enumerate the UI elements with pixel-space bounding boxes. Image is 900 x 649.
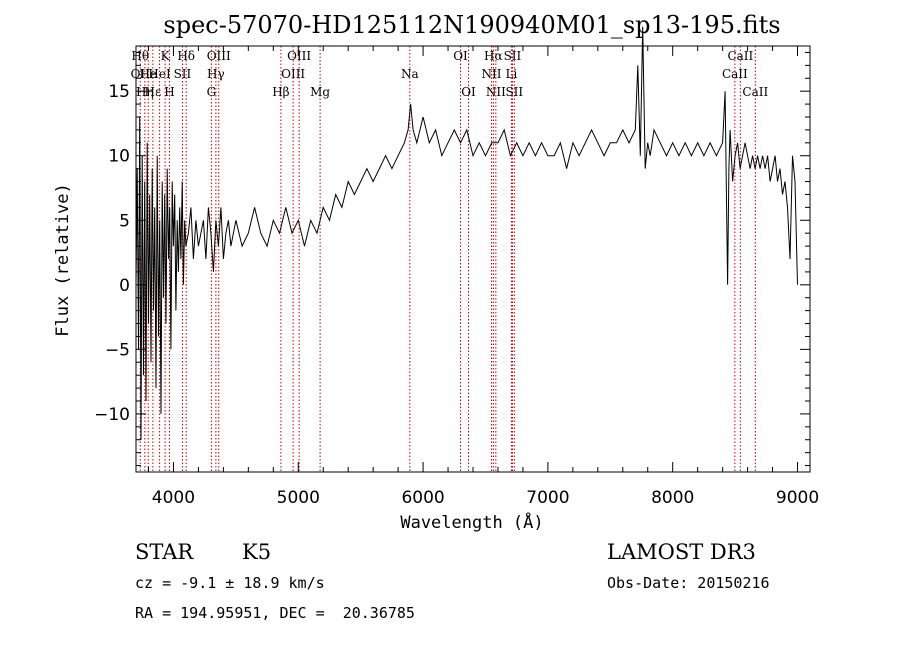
spectral-line-label: Hβ — [272, 85, 289, 99]
spectral-line-label: OI — [461, 85, 476, 99]
spectral-line-label: OII — [131, 67, 151, 81]
plot-frame — [135, 45, 811, 473]
x-tick-label: 9000 — [776, 488, 819, 508]
chart-title: spec-57070-HD125112N190940M01_sp13-195.f… — [163, 11, 780, 39]
spectral-line-label: Hθ — [131, 49, 149, 63]
spectral-line-label: H — [164, 85, 174, 99]
spectral-line-label: OIII — [207, 49, 231, 63]
spectral-line-label: NII — [486, 85, 506, 99]
x-axis: 4000 5000 6000 7000 8000 9000 — [147, 46, 819, 508]
coordinates: RA = 194.95951, DEC = 20.36785 — [135, 604, 415, 622]
spectral-line-label: OIII — [281, 67, 305, 81]
spectral-line-label: CaII — [727, 49, 753, 63]
x-tick-label: 7000 — [526, 488, 569, 508]
x-tick-label: 5000 — [277, 488, 320, 508]
spectral-line-label: G — [207, 85, 217, 99]
spectrum-series-line — [135, 26, 798, 440]
spectral-line-label: Li — [506, 67, 518, 81]
y-tick-label: −10 — [94, 405, 130, 425]
y-axis-label: Flux (relative) — [53, 183, 73, 337]
spectral-line-label: OIII — [287, 49, 311, 63]
obs-date: Obs-Date: 20150216 — [607, 574, 770, 592]
x-axis-label: Wavelength (Å) — [400, 511, 543, 533]
y-tick-label: −5 — [105, 340, 130, 360]
y-axis: −10 −5 0 5 10 15 — [94, 51, 810, 467]
survey-name: LAMOST DR3 — [607, 540, 756, 564]
velocity-readout: cz = -9.1 ± 18.9 km/s — [135, 574, 325, 592]
spectral-line-label: SII — [505, 85, 523, 99]
spectral-line-label: Hγ — [207, 67, 225, 81]
spectral-line-label: Hα — [484, 49, 503, 63]
spectral-line-label: Hε — [145, 85, 162, 99]
subclass: K5 — [242, 540, 272, 564]
spectral-line-label: CaII — [742, 85, 768, 99]
spectral-line-label: Hδ — [177, 49, 195, 63]
spectral-line-label: Mg — [310, 85, 330, 99]
y-tick-label: 5 — [119, 211, 130, 231]
object-class: STAR — [135, 540, 194, 564]
spectral-line-label: He — [139, 67, 157, 81]
spectral-line-label: NII — [481, 67, 501, 81]
y-tick-label: 15 — [108, 82, 130, 102]
spectral-line-label: Na — [401, 67, 419, 81]
spectral-line-label: SII — [174, 67, 192, 81]
x-tick-label: 6000 — [401, 488, 444, 508]
line-markers — [139, 46, 756, 472]
spectral-line-label: OI — [453, 49, 468, 63]
x-tick-label: 8000 — [651, 488, 694, 508]
spectral-line-label: Hη — [136, 85, 154, 99]
spectral-line-label: K — [161, 49, 171, 63]
spectral-line-label: SII — [504, 49, 522, 63]
spectral-line-label: CaII — [722, 67, 748, 81]
spectral-line-label: HeI — [148, 67, 171, 81]
line-labels: HθOIIHηHeHεHeIKHSIIHδGHγOIIIHβOIIIOIIIMg… — [131, 49, 769, 99]
x-tick-label: 4000 — [152, 488, 195, 508]
y-tick-label: 10 — [108, 147, 130, 167]
y-tick-label: 0 — [119, 276, 130, 296]
